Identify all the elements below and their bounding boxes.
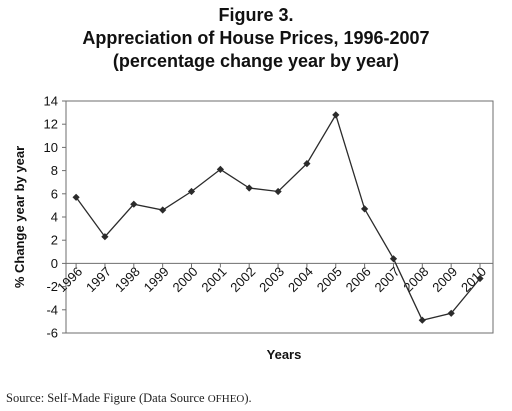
data-point-marker (216, 165, 224, 173)
y-tick-label: 0 (51, 256, 58, 271)
data-point-marker (274, 187, 282, 196)
y-tick-label: -4 (46, 302, 58, 317)
data-point-marker (187, 187, 196, 196)
y-tick-label: 10 (44, 140, 58, 155)
source-note: Source: Self-Made Figure (Data Source OF… (6, 391, 252, 406)
data-point-marker (418, 316, 426, 324)
data-point-marker (447, 309, 455, 317)
chart-title-block: Figure 3. Appreciation of House Prices, … (0, 4, 512, 73)
y-tick-label: 8 (51, 163, 58, 178)
data-point-marker (72, 193, 80, 201)
y-tick-label: -2 (46, 279, 58, 294)
chart-title: Appreciation of House Prices, 1996-2007 (82, 28, 430, 48)
figure-label: Figure 3. (218, 5, 294, 25)
data-point-marker (389, 255, 398, 263)
y-tick-label: 14 (44, 94, 58, 109)
data-point-marker (476, 274, 484, 283)
source-org: OFHEO (207, 393, 245, 405)
data-point-marker (101, 233, 109, 241)
data-point-marker (245, 184, 253, 192)
y-tick-label: 12 (44, 117, 58, 132)
source-suffix: ). (244, 391, 252, 405)
y-axis: 14 12 10 8 6 4 2 0 -2 -4 -6 (44, 94, 66, 341)
source-prefix: Source: Self-Made Figure (Data Source (6, 391, 208, 405)
y-tick-label: 2 (51, 233, 58, 248)
data-point-marker (159, 206, 167, 214)
data-markers (72, 111, 484, 324)
plot-area (65, 100, 494, 334)
x-axis-title: Years (267, 347, 302, 362)
data-point-marker (130, 200, 138, 208)
data-point-marker (361, 205, 369, 213)
y-tick-label: 4 (51, 210, 58, 225)
y-tick-label: 6 (51, 186, 58, 201)
data-point-marker (303, 160, 311, 168)
data-point-marker (332, 111, 340, 119)
chart-subtitle: (percentage change year by year) (112, 51, 400, 71)
y-tick-label: -6 (46, 326, 58, 341)
y-axis-title: % Change year by year (12, 146, 27, 288)
